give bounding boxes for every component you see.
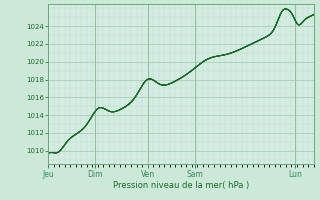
X-axis label: Pression niveau de la mer( hPa ): Pression niveau de la mer( hPa ) [113, 181, 249, 190]
